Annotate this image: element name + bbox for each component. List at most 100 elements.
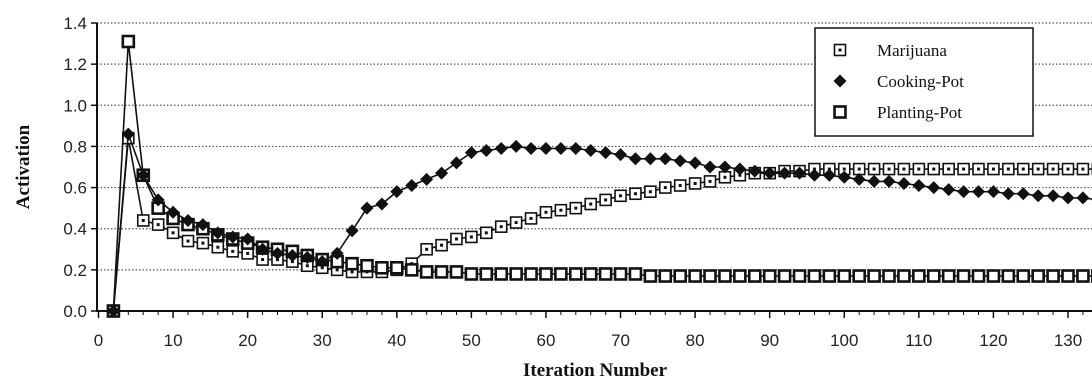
data-point-marijuana-dot bbox=[917, 167, 921, 171]
data-point-marijuana-dot bbox=[246, 251, 250, 255]
data-point-planting-pot-outline bbox=[613, 267, 628, 281]
data-point-cooking-pot bbox=[867, 174, 881, 188]
data-point-marijuana-dot bbox=[425, 247, 429, 251]
y-tick-label-7: 1.4 bbox=[63, 14, 87, 33]
x-tick-label-12: 120 bbox=[979, 331, 1007, 350]
data-point-planting-pot bbox=[404, 263, 419, 277]
data-point-planting-pot bbox=[1001, 269, 1016, 283]
data-point-planting-pot bbox=[539, 267, 553, 281]
data-point-planting-pot bbox=[792, 269, 807, 283]
data-point-cooking-pot bbox=[196, 218, 210, 232]
data-point-marijuana-dot bbox=[1066, 167, 1070, 171]
data-point-marijuana-dot bbox=[977, 167, 981, 171]
data-point-cooking-pot bbox=[912, 179, 926, 193]
data-point-planting-pot bbox=[628, 267, 643, 281]
data-point-marijuana-dot bbox=[1036, 167, 1040, 171]
data-point-marijuana-dot bbox=[499, 225, 503, 229]
data-point-planting-pot bbox=[747, 269, 762, 283]
data-point-marijuana bbox=[599, 193, 612, 207]
data-point-marijuana-dot bbox=[544, 210, 548, 214]
data-point-cooking-pot bbox=[1016, 187, 1030, 201]
data-point-cooking-pot bbox=[136, 168, 150, 182]
data-point-planting-pot-outline bbox=[762, 269, 777, 283]
data-point-planting-pot-outline bbox=[792, 269, 807, 283]
data-point-cooking-pot bbox=[972, 185, 986, 199]
data-point-planting-pot bbox=[912, 269, 926, 283]
data-point-cooking-pot bbox=[420, 172, 434, 186]
data-point-cooking-pot bbox=[837, 170, 851, 184]
data-point-cooking-pot bbox=[166, 205, 180, 219]
data-point-planting-pot-outline bbox=[688, 269, 702, 283]
data-point-planting-pot-outline bbox=[897, 269, 911, 283]
data-point-cooking-pot bbox=[569, 141, 583, 155]
series-line-cooking-pot bbox=[112, 133, 1092, 312]
x-tick-label-5: 50 bbox=[462, 331, 481, 350]
data-point-marijuana-dot bbox=[1006, 167, 1010, 171]
data-point-cooking-pot bbox=[1031, 189, 1045, 203]
data-point-cooking-pot bbox=[673, 154, 687, 168]
data-point-marijuana-dot bbox=[962, 167, 966, 171]
data-point-marijuana-dot bbox=[1021, 167, 1025, 171]
data-point-marijuana-dot bbox=[454, 237, 458, 241]
data-point-marijuana-dot bbox=[589, 202, 593, 206]
data-point-planting-pot-outline bbox=[1046, 269, 1060, 283]
legend-label-cooking-pot: Cooking-Pot bbox=[877, 72, 964, 91]
series-marijuana bbox=[107, 131, 1092, 318]
data-point-marijuana bbox=[957, 162, 970, 176]
data-point-planting-pot bbox=[718, 269, 732, 283]
y-axis-title: Activation bbox=[13, 124, 34, 209]
data-point-marijuana bbox=[882, 162, 896, 176]
data-point-marijuana bbox=[211, 240, 225, 254]
data-point-cooking-pot bbox=[494, 141, 508, 155]
data-point-marijuana bbox=[181, 234, 195, 248]
data-point-planting-pot bbox=[897, 269, 911, 283]
data-point-marijuana bbox=[927, 162, 941, 176]
data-point-cooking-pot bbox=[106, 304, 120, 318]
x-tick-label-13: 130 bbox=[1054, 331, 1082, 350]
data-point-marijuana bbox=[912, 162, 926, 176]
data-point-planting-pot bbox=[583, 267, 598, 281]
data-point-cooking-pot bbox=[405, 179, 419, 193]
data-point-planting-pot-outline bbox=[479, 267, 494, 281]
data-point-planting-pot bbox=[733, 269, 747, 283]
data-point-cooking-pot bbox=[539, 141, 553, 155]
data-point-planting-pot-outline bbox=[1001, 269, 1016, 283]
data-point-cooking-pot bbox=[211, 226, 225, 240]
data-point-planting-pot bbox=[807, 269, 822, 283]
data-point-planting-pot-outline bbox=[643, 269, 658, 283]
data-point-cooking-pot bbox=[390, 185, 404, 199]
data-point-marijuana bbox=[867, 162, 881, 176]
data-point-planting-pot-outline bbox=[419, 265, 434, 279]
data-point-planting-pot-outline bbox=[747, 269, 762, 283]
x-tick-label-9: 90 bbox=[760, 331, 779, 350]
x-tick-label-0: 0 bbox=[94, 331, 103, 350]
data-point-planting-pot-outline bbox=[956, 269, 971, 283]
data-point-marijuana bbox=[1076, 162, 1090, 176]
gridlines bbox=[97, 22, 1092, 271]
data-point-cooking-pot bbox=[852, 172, 866, 186]
data-point-marijuana-dot bbox=[559, 208, 563, 212]
data-point-marijuana bbox=[673, 179, 687, 192]
data-point-planting-pot bbox=[956, 269, 971, 283]
data-point-cooking-pot bbox=[345, 224, 359, 238]
data-point-planting-pot-outline bbox=[390, 260, 404, 275]
data-point-marijuana-dot bbox=[648, 190, 652, 194]
legend-label-marijuana: Marijuana bbox=[877, 41, 947, 60]
data-point-planting-pot bbox=[509, 267, 523, 281]
data-point-cooking-pot bbox=[748, 164, 762, 178]
data-point-planting-pot-outline bbox=[941, 269, 956, 283]
data-point-cooking-pot bbox=[554, 141, 568, 155]
data-point-marijuana-dot bbox=[529, 216, 533, 220]
x-axis-title: Iteration Number bbox=[523, 360, 668, 381]
data-point-cooking-pot bbox=[793, 166, 807, 180]
data-point-marijuana-dot bbox=[469, 235, 473, 239]
data-point-planting-pot-outline bbox=[777, 269, 792, 283]
data-point-cooking-pot bbox=[584, 144, 598, 158]
data-point-planting-pot-outline bbox=[598, 267, 613, 281]
data-point-planting-pot bbox=[867, 269, 881, 283]
data-point-planting-pot bbox=[777, 269, 792, 283]
data-point-planting-pot-outline bbox=[971, 269, 986, 283]
data-point-cooking-pot bbox=[226, 230, 240, 244]
